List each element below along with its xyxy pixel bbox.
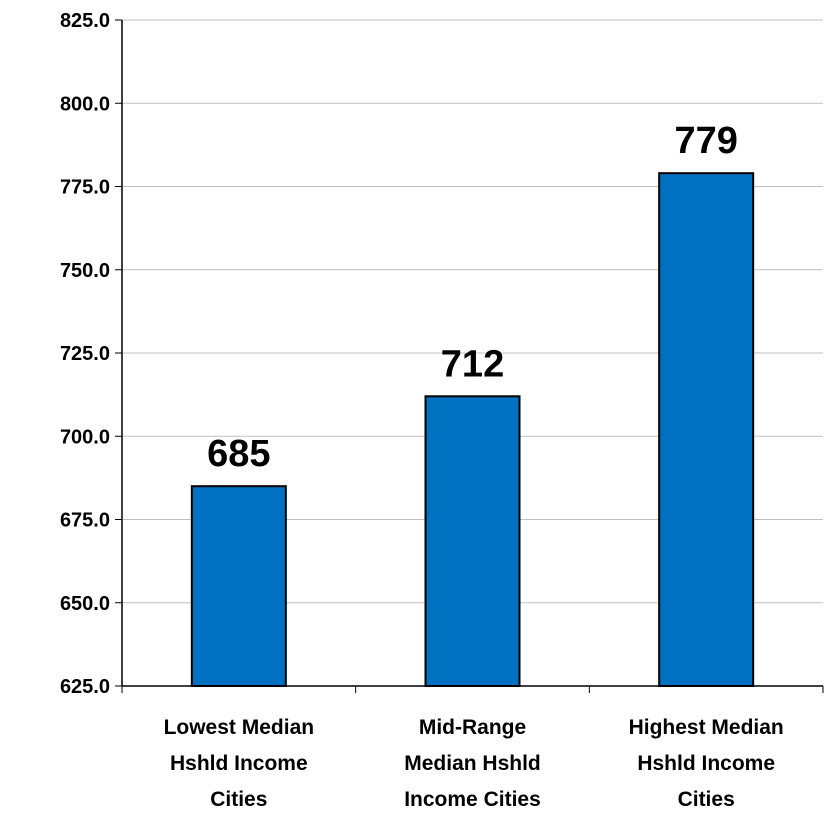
data-label: 779 (674, 120, 737, 162)
x-tick-label-line: Median Hshld (404, 752, 541, 775)
bars (190, 172, 755, 688)
y-tick-label: 800.0 (60, 93, 110, 115)
x-tick-label-line: Hshld Income (170, 752, 308, 775)
y-tick-label: 650.0 (60, 593, 110, 615)
y-tick-label: 625.0 (60, 676, 110, 698)
y-tick-label: 775.0 (60, 177, 110, 199)
data-label: 685 (207, 433, 270, 475)
data-labels: 685 712 779 (207, 120, 738, 475)
x-tick-label-line: Mid-Range (419, 716, 526, 739)
data-label: 712 (441, 343, 504, 385)
x-tick-label-line: Hshld Income (637, 752, 775, 775)
x-tick-label-line: Highest Median (629, 716, 784, 739)
x-tick-label-line: Cities (678, 788, 735, 811)
x-tick-label-line: Income Cities (404, 788, 541, 811)
x-tick-label: Highest Median Hshld Income Cities (629, 716, 784, 811)
x-tick-label-line: Cities (210, 788, 267, 811)
bar (190, 485, 287, 688)
y-tick-label: 675.0 (60, 510, 110, 532)
x-tick-label: Lowest Median Hshld Income Cities (164, 716, 315, 811)
y-tick-label: 750.0 (60, 260, 110, 282)
x-tick-label: Mid-Range Median Hshld Income Cities (404, 716, 541, 811)
category-labels: Lowest Median Hshld Income Cities Mid-Range… (164, 716, 784, 811)
y-tick-label: 825.0 (60, 10, 110, 32)
x-tick-label-line: Lowest Median (164, 716, 315, 739)
y-tick-labels: 625.0 650.0 675.0 700.0 725.0 750.0 775.0 800.0… (60, 10, 110, 698)
bar (658, 172, 755, 687)
axes (115, 19, 824, 693)
bar (424, 395, 521, 687)
y-tick-label: 700.0 (60, 426, 110, 448)
y-tick-label: 725.0 (60, 343, 110, 365)
